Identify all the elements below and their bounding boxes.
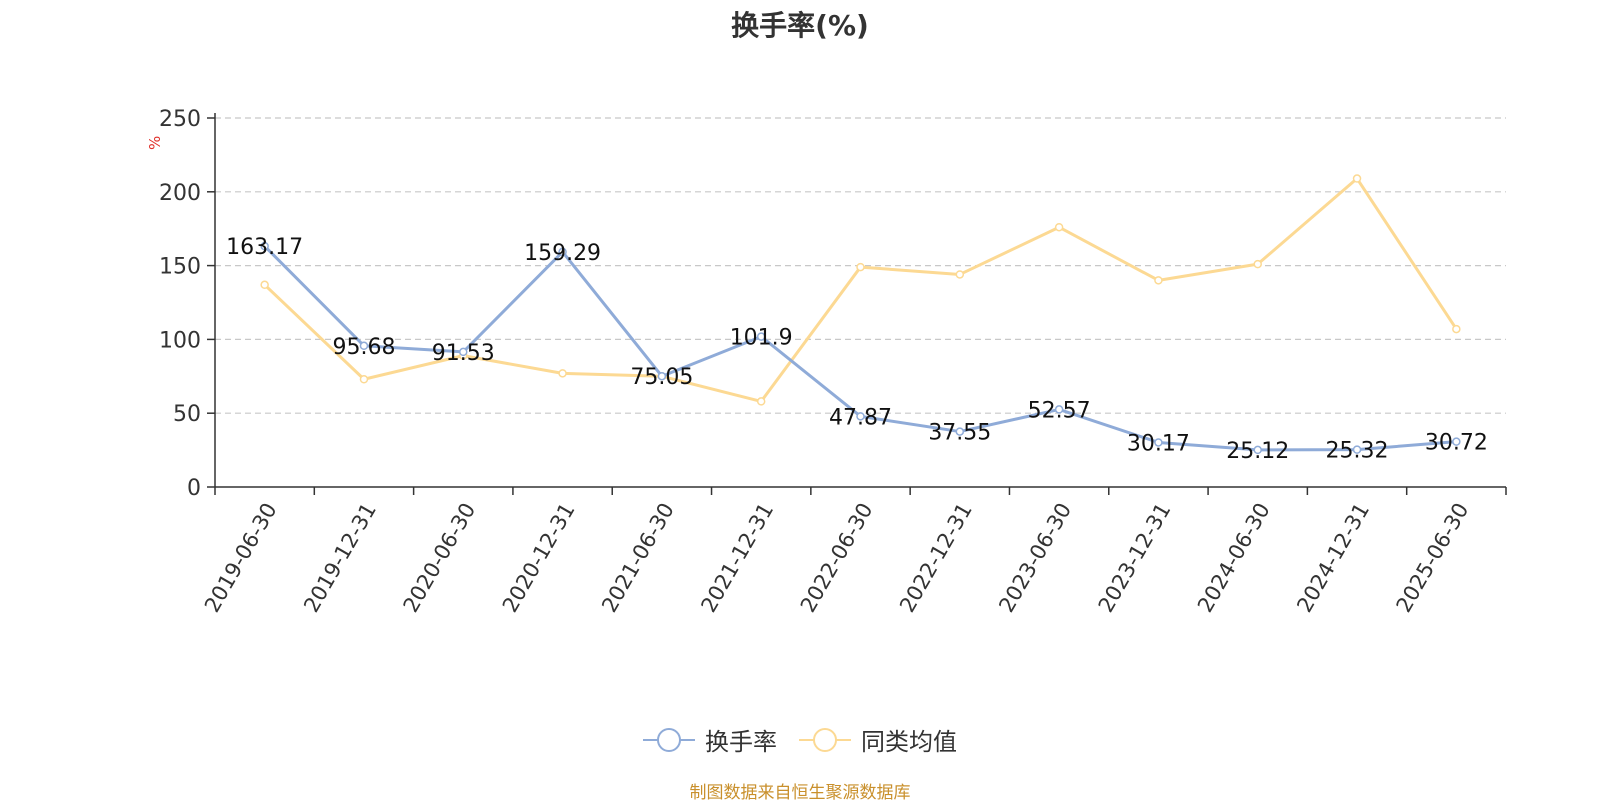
x-tick-label: 2022-06-30 [796, 499, 878, 617]
data-point [1452, 324, 1461, 334]
y-tick-label: 100 [159, 328, 201, 353]
chart-title: 换手率(%) [731, 9, 869, 42]
data-point [1154, 438, 1163, 447]
data-point [558, 247, 567, 257]
y-tick-label: 250 [159, 107, 201, 132]
source-note: 制图数据来自恒生聚源数据库 [689, 783, 911, 803]
data-point [1253, 259, 1262, 269]
x-tick-label: 2019-12-31 [299, 499, 381, 617]
data-point [856, 412, 865, 421]
data-label: 95.68 [332, 335, 395, 360]
x-tick-label: 2025-06-30 [1392, 499, 1474, 617]
data-label: 101.9 [730, 326, 793, 351]
data-point [955, 427, 965, 436]
data-label: 159.29 [524, 241, 601, 266]
data-point [359, 375, 369, 384]
data-label: 163.17 [226, 235, 303, 260]
data-label: 47.87 [829, 405, 892, 430]
x-tick-label: 2020-06-30 [399, 499, 481, 617]
chart-legend: 换手率 同类均值 [0, 722, 1600, 757]
x-tick-label: 2019-06-30 [200, 499, 282, 617]
data-point [1253, 445, 1262, 455]
x-tick-label: 2024-06-30 [1193, 499, 1275, 617]
data-point [756, 397, 766, 406]
y-tick-label: 50 [173, 402, 201, 427]
x-tick-label: 2021-12-31 [696, 499, 778, 617]
data-point [1054, 405, 1064, 414]
data-label: 91.53 [432, 341, 495, 366]
data-point [756, 332, 766, 341]
data-label: 37.55 [928, 421, 991, 446]
data-point [260, 241, 269, 251]
legend-item-turnover[interactable]: 换手率 [643, 722, 777, 757]
data-label: 52.57 [1028, 398, 1091, 423]
data-point [1452, 437, 1461, 446]
data-point [558, 369, 567, 378]
legend-marker-icon [799, 727, 851, 752]
data-label: 75.05 [630, 365, 693, 390]
data-label: 30.17 [1127, 431, 1190, 456]
data-point [260, 280, 269, 290]
data-point [1352, 445, 1362, 454]
legend-label: 同类均值 [861, 728, 957, 756]
x-tick-label: 2022-12-31 [895, 499, 977, 617]
data-point [359, 341, 369, 351]
x-tick-label: 2021-06-30 [597, 499, 679, 617]
legend-item-peer-average[interactable]: 同类均值 [799, 722, 957, 757]
data-point [1352, 174, 1362, 183]
x-tick-label: 2023-06-30 [994, 499, 1076, 617]
x-tick-label: 2023-12-31 [1094, 499, 1176, 617]
y-tick-label: 0 [187, 476, 201, 501]
data-label: 30.72 [1425, 431, 1488, 456]
x-tick-label: 2024-12-31 [1292, 499, 1374, 617]
x-tick-label: 2020-12-31 [498, 499, 580, 617]
data-point [1154, 276, 1163, 285]
series-line-1 [263, 177, 1458, 403]
legend-marker-icon [643, 727, 695, 752]
y-tick-label: 150 [159, 255, 201, 280]
data-point [459, 347, 468, 357]
data-point [657, 371, 667, 381]
data-label: 25.12 [1226, 439, 1289, 464]
data-point [856, 262, 865, 272]
y-tick-label: 200 [159, 181, 201, 206]
data-point [1054, 222, 1064, 232]
data-point [955, 270, 965, 279]
data-label: 25.32 [1326, 439, 1389, 464]
legend-label: 换手率 [705, 728, 777, 756]
